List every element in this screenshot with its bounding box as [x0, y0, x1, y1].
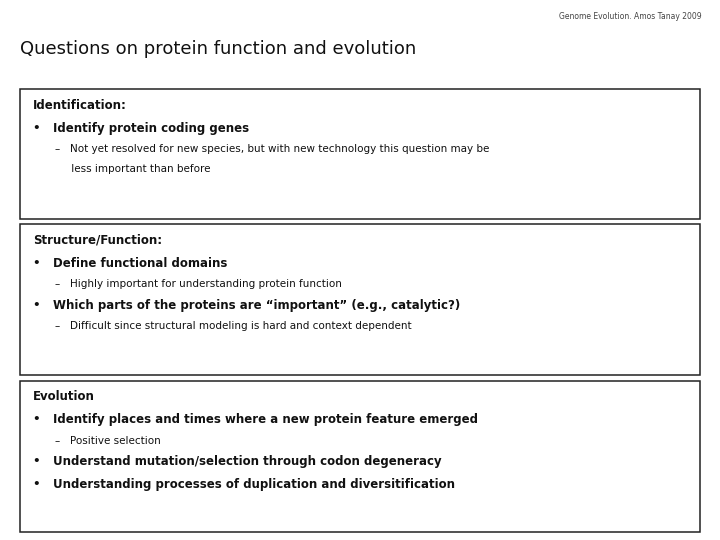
Text: –   Positive selection: – Positive selection	[55, 436, 161, 446]
Text: •   Define functional domains: • Define functional domains	[33, 256, 228, 269]
Text: Structure/Function:: Structure/Function:	[33, 234, 162, 247]
Bar	[20, 381, 700, 532]
Text: –   Highly important for understanding protein function: – Highly important for understanding pro…	[55, 279, 341, 289]
Bar	[20, 89, 700, 219]
Text: •   Which parts of the proteins are “important” (e.g., catalytic?): • Which parts of the proteins are “impor…	[33, 299, 460, 312]
Text: •   Understand mutation/selection through codon degeneracy: • Understand mutation/selection through …	[33, 455, 442, 468]
Text: Questions on protein function and evolution: Questions on protein function and evolut…	[20, 40, 416, 58]
Bar	[20, 224, 700, 375]
Text: Genome Evolution. Amos Tanay 2009: Genome Evolution. Amos Tanay 2009	[559, 12, 702, 21]
Text: –   Difficult since structural modeling is hard and context dependent: – Difficult since structural modeling is…	[55, 321, 411, 332]
Text: Identification:: Identification:	[33, 99, 127, 112]
Text: •   Identify places and times where a new protein feature emerged: • Identify places and times where a new …	[33, 413, 478, 426]
Text: Evolution: Evolution	[33, 390, 95, 403]
Text: less important than before: less important than before	[55, 164, 210, 174]
Text: •   Understanding processes of duplication and diversitification: • Understanding processes of duplication…	[33, 478, 455, 491]
Text: •   Identify protein coding genes: • Identify protein coding genes	[33, 122, 249, 134]
Text: –   Not yet resolved for new species, but with new technology this question may : – Not yet resolved for new species, but …	[55, 144, 489, 154]
